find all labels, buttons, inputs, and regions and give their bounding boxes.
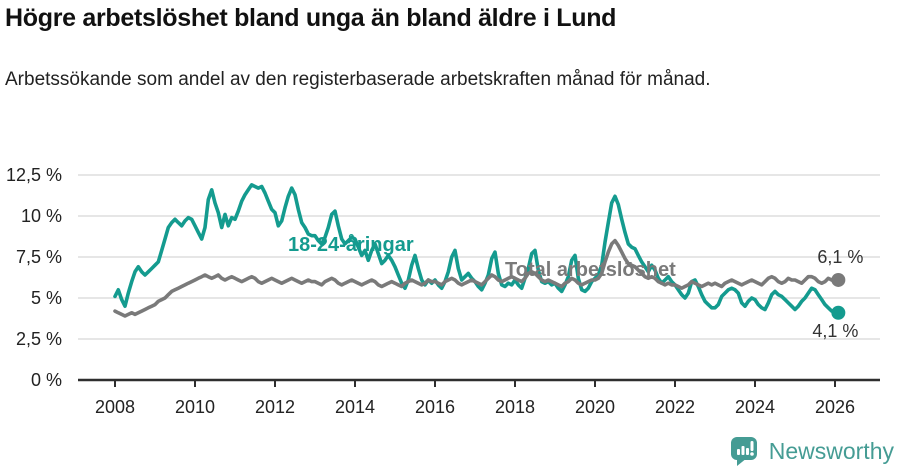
series-line-young (113, 183, 841, 315)
series-end-dot-young (831, 305, 846, 320)
y-tick-label: 5 % (31, 288, 62, 308)
newsworthy-wordmark: Newsworthy (768, 438, 894, 464)
series-label-young: 18-24-åringar (288, 233, 414, 256)
y-tick-label: 7,5 % (16, 247, 62, 267)
end-value-label-young: 4,1 % (812, 321, 858, 341)
newsworthy-icon (730, 437, 757, 466)
end-value-label-total: 6,1 % (817, 247, 863, 267)
x-tick-label: 2018 (495, 397, 535, 417)
x-tick-label: 2012 (255, 397, 295, 417)
y-tick-label: 10 % (21, 206, 62, 226)
y-tick-label: 12,5 % (6, 165, 62, 185)
x-tick-label: 2026 (815, 397, 855, 417)
series-end-dot-total (831, 272, 846, 287)
x-tick-label: 2024 (735, 397, 775, 417)
y-tick-label: 2,5 % (16, 329, 62, 349)
y-tick-label: 0 % (31, 370, 62, 390)
x-tick-label: 2008 (95, 397, 135, 417)
x-tick-label: 2010 (175, 397, 215, 417)
series-line-total (113, 238, 841, 318)
x-tick-label: 2020 (575, 397, 615, 417)
x-tick-label: 2014 (335, 397, 375, 417)
x-tick-label: 2022 (655, 397, 695, 417)
chart-subtitle: Arbetssökande som andel av den registerb… (5, 69, 711, 90)
chart-title: Högre arbetslöshet bland unga än bland ä… (5, 4, 617, 32)
newsworthy-logo-link[interactable]: Newsworthy (729, 435, 894, 468)
x-tick-label: 2016 (415, 397, 455, 417)
series-label-total: Total arbetslöshet (505, 259, 676, 281)
